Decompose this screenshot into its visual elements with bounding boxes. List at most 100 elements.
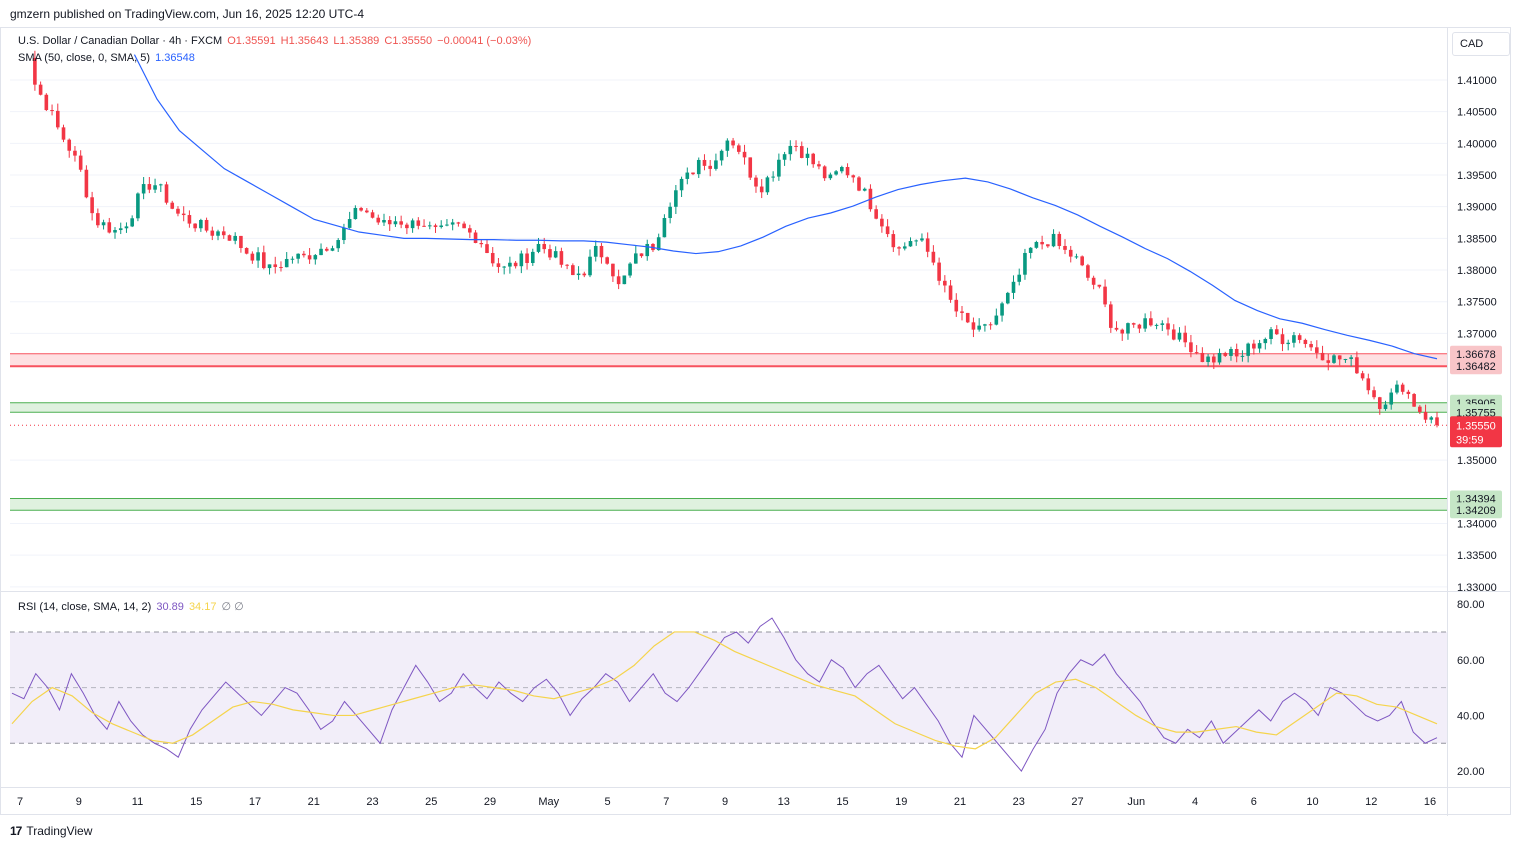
- candle-body: [490, 253, 495, 264]
- candle-body: [210, 230, 215, 236]
- time-axis[interactable]: 7 9 11 15 17 21 23 25 29 May 5 7 9 13 15 19 21 23 27 Jun 4 6 1…: [17, 796, 1436, 808]
- price-tick-label: 1.34000: [1457, 518, 1497, 530]
- candle-body: [519, 253, 524, 267]
- symbol-name[interactable]: U.S. Dollar / Canadian Dollar · 4h · FXC…: [18, 35, 223, 47]
- time-tick-label: 11: [132, 796, 143, 808]
- candle-body: [794, 145, 798, 147]
- candle-body: [513, 262, 518, 267]
- candle-body: [754, 177, 758, 187]
- level-zones: [10, 353, 1447, 511]
- price-axis[interactable]: 1.41000 1.40500 1.40000 1.39500 1.39000 1.385…: [1457, 75, 1497, 594]
- time-tick-label: 7: [17, 796, 23, 808]
- candle-body: [370, 212, 375, 218]
- candle-body: [857, 177, 861, 191]
- candle-body: [365, 210, 369, 213]
- candle-body: [67, 139, 72, 151]
- level-label-box: [1450, 502, 1502, 519]
- candle-body: [616, 276, 621, 285]
- candle-body: [1108, 304, 1113, 328]
- currency-selector[interactable]: CAD: [1452, 32, 1510, 56]
- candle-body: [233, 235, 237, 241]
- countdown-label: 39:59: [1456, 434, 1484, 446]
- candle-body: [1349, 357, 1353, 360]
- candle-body: [622, 275, 627, 285]
- candle-body: [708, 165, 712, 169]
- candle-body: [479, 243, 484, 245]
- candle-body: [96, 213, 100, 226]
- candle-body: [553, 251, 558, 258]
- candle-body: [508, 262, 512, 267]
- tradingview-brand: 17 TradingView: [10, 824, 92, 838]
- sma-label[interactable]: SMA (50, close, 0, SMA, 5): [18, 52, 151, 64]
- candle-body: [462, 223, 466, 229]
- rsi-label[interactable]: RSI (14, close, SMA, 14, 2): [18, 601, 152, 613]
- candle-body: [1343, 359, 1348, 361]
- candles: [33, 50, 1439, 428]
- price-tick-label: 1.38000: [1457, 265, 1497, 277]
- candle-body: [296, 253, 300, 259]
- candle-body: [187, 215, 192, 224]
- candle-body: [1040, 241, 1044, 245]
- candle-body: [948, 285, 953, 300]
- candle-body: [1046, 244, 1050, 247]
- level-label-box: [1450, 358, 1502, 375]
- candle-body: [1429, 417, 1434, 420]
- candle-body: [1194, 352, 1199, 354]
- candle-body: [1418, 406, 1422, 412]
- candle-body: [1143, 318, 1147, 329]
- candle-body: [1154, 324, 1159, 326]
- rsi-ma-line: [11, 631, 1438, 750]
- candle-body: [1068, 249, 1073, 257]
- candle-body: [353, 207, 358, 220]
- candle-body: [880, 218, 884, 227]
- candle-body: [1028, 247, 1033, 253]
- currency-label: CAD: [1460, 38, 1484, 50]
- time-tick-label: 19: [895, 796, 907, 808]
- candle-body: [279, 267, 283, 269]
- candle-body: [576, 273, 581, 276]
- candle-body: [885, 226, 890, 235]
- candle-body: [937, 262, 941, 281]
- candle-body: [445, 224, 449, 226]
- candle-body: [393, 221, 398, 225]
- candle-body: [1217, 352, 1222, 363]
- candle-body: [1074, 256, 1079, 258]
- candle-body: [130, 218, 134, 227]
- candle-body: [908, 241, 913, 247]
- candle-body: [1177, 332, 1182, 340]
- candle-body: [1315, 347, 1319, 353]
- candle-body: [1131, 323, 1136, 325]
- candle-body: [1263, 338, 1268, 344]
- candle-body: [387, 219, 392, 225]
- candle-body: [742, 151, 747, 158]
- price-tick-label: 1.39500: [1457, 170, 1497, 182]
- candle-body: [874, 209, 878, 219]
- candle-body: [960, 311, 964, 313]
- candle-body: [84, 169, 89, 198]
- candle-body: [405, 224, 409, 229]
- candle-body: [639, 253, 644, 257]
- candle-body: [324, 248, 329, 251]
- candle-body: [50, 110, 54, 112]
- candle-body: [1423, 411, 1428, 420]
- time-tick-label: 12: [1365, 796, 1377, 808]
- candle-body: [342, 227, 346, 241]
- candle-body: [1320, 352, 1325, 361]
- candle-body: [382, 219, 386, 223]
- candle-body: [1435, 417, 1439, 426]
- candle-body: [897, 247, 901, 249]
- candle-body: [771, 176, 775, 178]
- candle-body: [1011, 281, 1016, 293]
- candle-body: [55, 110, 60, 128]
- candle-body: [216, 231, 220, 236]
- candle-body: [633, 253, 638, 264]
- candle-body: [983, 324, 987, 326]
- candle-body: [725, 140, 730, 151]
- candle-body: [1126, 323, 1130, 334]
- price-tick-label: 1.33000: [1457, 582, 1497, 594]
- publish-line: gmzern published on TradingView.com, Jun…: [10, 7, 364, 21]
- rsi-axis[interactable]: 80.00 60.00 40.00 20.00: [1457, 599, 1485, 778]
- candle-body: [1229, 349, 1233, 356]
- time-tick-label: 9: [722, 796, 728, 808]
